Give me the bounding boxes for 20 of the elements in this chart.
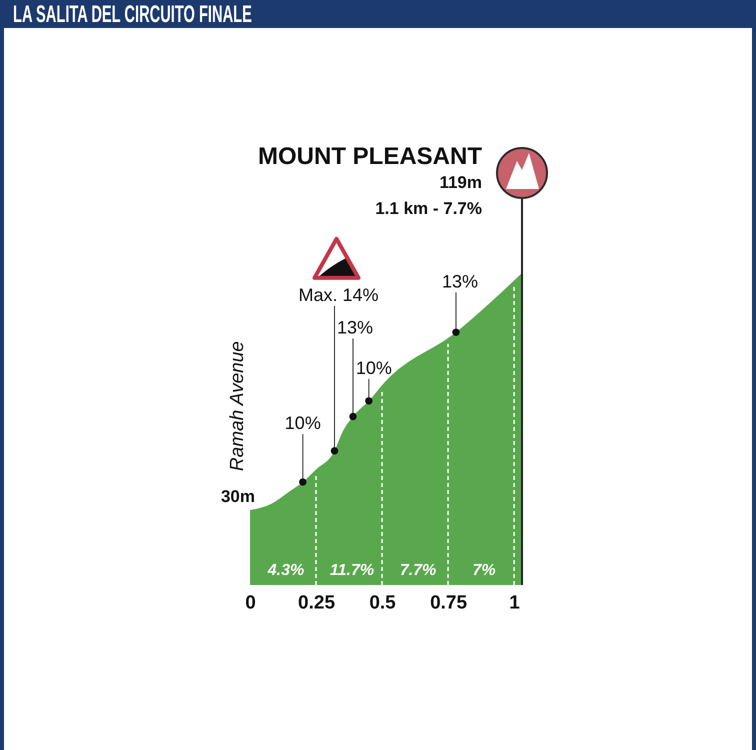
x-tick-label: 0.5	[369, 592, 396, 614]
text: Ramah Avenue	[227, 341, 248, 472]
annotation: 4.3%	[266, 562, 304, 579]
text: 1.1 km - 7.7%	[375, 199, 482, 218]
x-tick-label: 0.25	[298, 592, 336, 614]
legend-label: MOUNT PLEASANT	[258, 143, 482, 170]
annotation: 7%	[472, 562, 496, 579]
x-tick-label: 0	[245, 592, 256, 614]
chart-title: LA SALITA DEL CIRCUITO FINALE	[13, 1, 252, 29]
annotation: 10%	[284, 413, 321, 434]
annotation: 13%	[336, 318, 374, 338]
annotation: Max. 14%	[298, 284, 379, 305]
annotation: 7.7%	[400, 562, 436, 579]
annotation: 13%	[442, 271, 478, 292]
text: 119m	[439, 173, 482, 192]
annotation: 10%	[356, 358, 392, 378]
annotation: 11.7%	[330, 562, 374, 579]
x-tick-label: 0.75	[430, 592, 468, 614]
annotation: 30m	[220, 487, 255, 506]
x-tick-label: 1	[509, 592, 520, 614]
